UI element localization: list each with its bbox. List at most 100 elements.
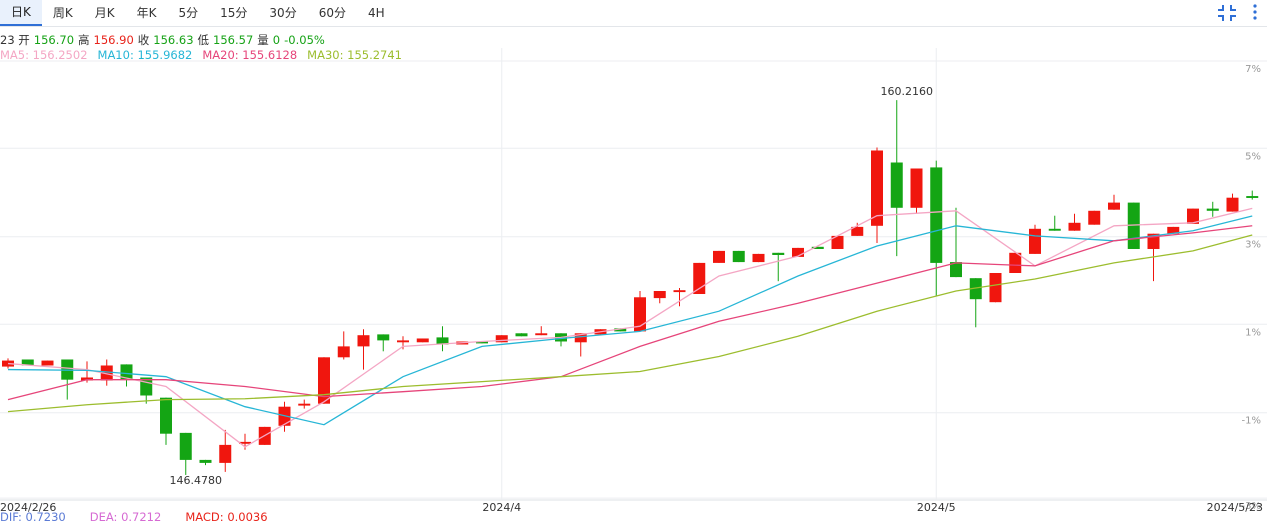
y-tick-label: -3% xyxy=(1242,501,1261,512)
candle-body xyxy=(752,253,765,263)
candle-body xyxy=(377,334,390,341)
candle-body xyxy=(732,250,745,263)
period-tab[interactable]: 60分 xyxy=(318,6,346,20)
period-tab[interactable]: 周K xyxy=(52,6,73,20)
candle-body xyxy=(1226,197,1239,212)
candle-body xyxy=(318,357,330,404)
ohlc-info: 23 开 156.70 高 156.90 收 156.63 低 156.57 量 0 -0.05% xyxy=(0,32,329,48)
candle-body xyxy=(890,162,903,208)
candle-body xyxy=(1187,208,1199,224)
info-item: 0 xyxy=(272,33,281,47)
candle-body xyxy=(930,167,943,263)
period-tab[interactable]: 月K xyxy=(94,6,115,20)
candle-body xyxy=(1088,210,1101,225)
indicator-value: DIF: 0.7230 xyxy=(0,510,66,524)
period-tab[interactable]: 年K xyxy=(136,6,157,20)
toolbar: 日K 周K 月K 年K 5分 15分 30分 60分 4H xyxy=(0,0,1267,27)
ma-line xyxy=(7,225,1253,401)
candle-body xyxy=(950,262,962,278)
period-tab[interactable]: 15分 xyxy=(220,6,248,20)
candle-body xyxy=(515,333,528,337)
indicator-value: MACD: 0.0036 xyxy=(185,510,268,524)
candle-body xyxy=(910,168,923,208)
candle-body xyxy=(476,341,488,344)
y-tick-label: 7% xyxy=(1245,64,1261,75)
candle-body xyxy=(871,150,883,226)
indicator-value: DEA: 0.7212 xyxy=(89,510,162,524)
candle-body xyxy=(21,359,34,366)
y-tick-label: 3% xyxy=(1245,240,1261,251)
period-tab[interactable]: 30分 xyxy=(269,6,297,20)
period-tab[interactable]: 5分 xyxy=(178,6,199,20)
candle-body xyxy=(160,397,172,434)
candle-body xyxy=(81,377,93,381)
price-annotation: 160.2160 xyxy=(881,85,934,98)
x-tick-label: 2024/2/26 xyxy=(0,501,56,514)
candle-body xyxy=(199,459,212,463)
info-item: 高 xyxy=(78,33,90,47)
candle-body xyxy=(831,235,844,249)
shrink-icon[interactable] xyxy=(1218,5,1236,21)
candle-body xyxy=(179,432,192,460)
candle-body xyxy=(1048,228,1061,231)
info-item: 收 xyxy=(137,33,150,47)
candle-body xyxy=(239,441,251,444)
x-tick-label: 2024/5/23 xyxy=(1207,501,1263,514)
candle-body xyxy=(219,444,232,463)
info-item: 23 开 xyxy=(0,33,30,47)
candle-body xyxy=(673,290,686,293)
ma-line xyxy=(7,234,1253,413)
period-tab[interactable]: 4H xyxy=(367,6,385,20)
toolbar-icons xyxy=(1218,4,1257,21)
info-item: 156.70 xyxy=(33,33,75,47)
macd-legend: DIF: 0.7230 DEA: 0.7212 MACD: 0.0036 xyxy=(0,510,292,524)
x-tick-label: 2024/4 xyxy=(482,501,521,514)
candle-body xyxy=(337,346,350,358)
info-item: 156.57 xyxy=(213,33,254,47)
candle-body xyxy=(397,340,409,343)
candle-body xyxy=(416,338,429,343)
more-icon[interactable] xyxy=(1253,4,1257,20)
price-annotation: 146.4780 xyxy=(170,474,223,487)
y-tick-label: -1% xyxy=(1242,416,1261,427)
info-item: 156.63 xyxy=(153,33,194,47)
info-item: 低 xyxy=(197,33,210,47)
candle-body xyxy=(436,337,449,345)
candle-body xyxy=(41,360,54,366)
candle-body xyxy=(1246,196,1259,198)
candle-body xyxy=(298,403,311,406)
ma-line xyxy=(7,215,1253,426)
y-tick-label: 5% xyxy=(1245,151,1261,162)
legend-entry: MA5: 156.2502 xyxy=(0,48,88,62)
info-item: 156.90 xyxy=(93,33,134,47)
candle-body xyxy=(693,262,706,295)
candle-body xyxy=(851,226,864,236)
legend-entry: MA10: 155.9682 xyxy=(97,48,193,62)
candle-body xyxy=(614,328,627,332)
info-item: 量 xyxy=(257,33,269,47)
candle-body xyxy=(772,252,785,255)
candle-body xyxy=(357,335,370,347)
candle-body xyxy=(989,272,1002,303)
candle-body xyxy=(120,364,133,380)
candle-body xyxy=(535,333,548,336)
legend: MA5: 156.2502 MA10: 155.9682 MA20: 155.612… xyxy=(0,48,412,62)
period-tab[interactable]: 日K xyxy=(0,0,42,26)
candle-body xyxy=(1108,202,1120,210)
candle-body xyxy=(574,333,587,343)
candle-body xyxy=(653,291,666,299)
legend-entry: MA20: 155.6128 xyxy=(202,48,298,62)
candle-body xyxy=(969,278,982,300)
legend-entry: MA30: 155.2741 xyxy=(307,48,402,62)
candle-body xyxy=(1167,226,1180,234)
candle-body xyxy=(811,246,824,249)
candle-body xyxy=(1068,222,1081,231)
x-tick-label: 2024/5 xyxy=(917,501,956,514)
y-tick-label: 1% xyxy=(1245,327,1261,338)
candle-body xyxy=(792,247,804,257)
candle-body xyxy=(1029,228,1041,254)
ma-line xyxy=(7,207,1253,448)
candle-body xyxy=(1206,208,1219,211)
